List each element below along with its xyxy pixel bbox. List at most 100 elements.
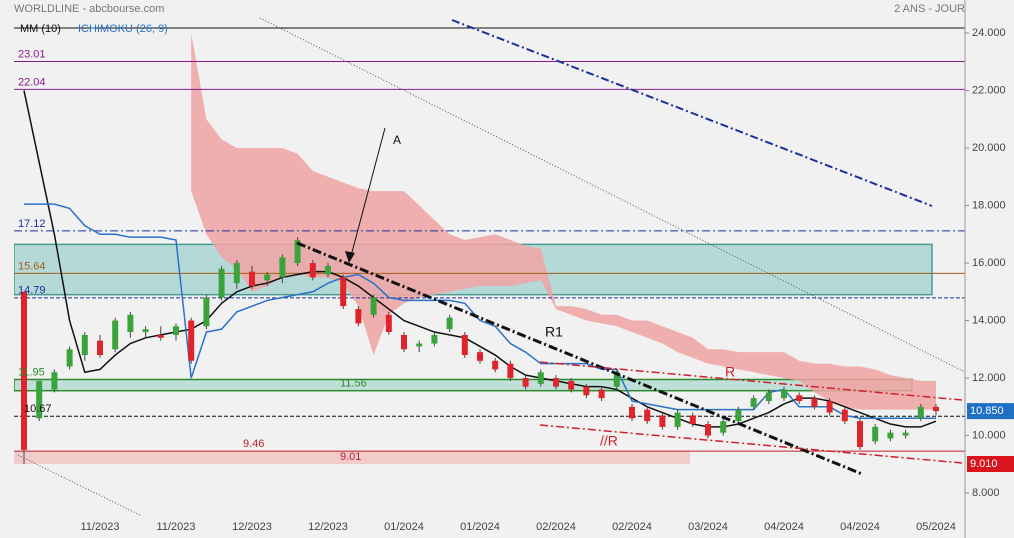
y-tick-label: 18.000 [972,199,1006,211]
level-label: 14.79 [18,285,46,297]
zone [14,451,690,465]
candle-body [309,263,316,278]
legend-entry: MM (10) [20,23,61,35]
candle-body [765,392,772,402]
candle-body [933,406,939,412]
legend-entry: ICHIMOKU (26, 9) [78,23,168,35]
candle-body [553,378,559,387]
candle-body [233,263,240,284]
candle-body [279,257,286,278]
price-label-bg [967,403,1014,420]
candle-body [401,334,407,350]
candle-body [218,268,225,298]
x-tick-label: 11/2023 [157,521,196,533]
trendline [539,424,963,464]
candle-body [203,297,210,327]
trendline [259,17,966,373]
x-tick-label: 12/2023 [308,521,348,533]
level-label: 17.12 [18,218,46,230]
candle-body [112,320,119,350]
x-tick-label: 12/2023 [232,521,272,533]
candle-body [644,409,651,422]
level-label: 15.64 [18,260,46,272]
plot-area [14,33,965,465]
candle-body [872,426,879,442]
candle-body [36,380,43,419]
candle-body [325,265,331,275]
x-tick-label: 01/2024 [460,521,500,533]
y-tick-label: 24.000 [972,27,1006,39]
level-label: 22.04 [18,76,46,88]
candle-body [66,349,73,367]
annotation: R1 [545,324,563,340]
candle-body [264,274,271,281]
candle-body [568,380,575,390]
candle-body [97,340,103,356]
level-label: 11.95 [18,366,45,378]
level-label: 23.01 [18,48,46,60]
candle-body [522,378,529,387]
candle-body [294,240,301,264]
trendline [539,361,963,401]
candle-body [689,415,696,425]
chart-subtitle: 2 ANS - JOUR [894,3,965,15]
y-tick-label: 20.000 [972,142,1006,154]
y-tick-label: 12.000 [972,372,1006,384]
candle-body [811,398,818,407]
y-tick-label: 16.000 [972,257,1006,269]
x-tick-label: 02/2024 [536,521,576,533]
candle-body [127,314,134,333]
candle-body [81,334,88,356]
arrow [350,127,386,257]
candle-body [720,421,727,433]
y-tick-label: 10.000 [972,429,1006,441]
candle-body [705,424,711,436]
candle-body [887,432,894,439]
candle-body [173,326,179,335]
candle-body [583,386,590,396]
candle-body [857,421,863,448]
price-label-bg [967,456,1014,473]
candle-body [431,334,438,344]
candle-body [370,297,377,315]
candle-body [461,334,468,356]
candle-body [659,415,666,427]
x-tick-label: 04/2024 [764,521,804,533]
candle-body [355,309,362,324]
candle-body [598,389,605,399]
ichimoku-cloud [191,33,936,410]
candle-body [477,352,483,361]
candle-body [188,320,195,361]
x-tick-label: 03/2024 [688,521,728,533]
y-tick-label: 8.000 [972,487,1000,499]
y-tick-label: 14.000 [972,314,1006,326]
candle-body [416,343,423,347]
level-label: 10.67 [24,403,52,415]
x-tick-label: 02/2024 [612,521,652,533]
candle-body [492,360,499,370]
level-label: 11.56 [340,378,367,390]
candle-body [902,432,909,436]
candle-body [51,372,58,390]
price-label: 10.850 [970,405,1004,417]
overlay: 23.01 22.04 17.12 15.64 14.79 11.95 11.56 10.67… [18,48,367,462]
candle-body [629,406,635,419]
candle-body [674,412,681,427]
candle-body [446,317,453,330]
candle-body [385,314,392,333]
annotation: A [393,133,401,147]
price-label: 9.010 [970,458,998,470]
x-tick-label: 04/2024 [840,521,880,533]
candle-body [613,372,620,387]
arrow-head [345,251,355,263]
trendline [451,19,933,207]
zone [14,378,913,392]
candle-body [142,329,149,333]
candle-body [781,389,787,399]
chart-title: WORLDLINE - abcbourse.com [14,3,164,15]
candle-body [157,334,164,338]
candle-body [507,363,514,379]
x-tick-label: 05/2024 [916,521,956,533]
candle-body [796,395,803,402]
